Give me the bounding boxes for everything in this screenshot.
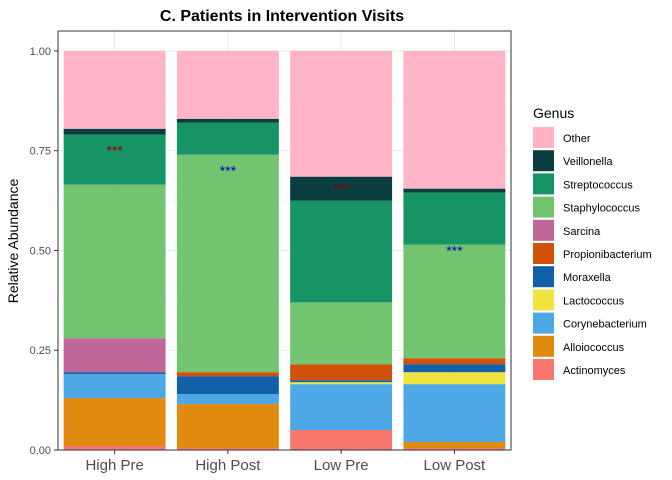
legend-item: Lactococcus: [533, 289, 625, 311]
legend-swatch: [533, 219, 554, 241]
bar-segment: [63, 446, 166, 450]
plot-border: [57, 30, 512, 451]
legend-label: Alloiococcus: [563, 342, 625, 354]
bar-segment: [403, 244, 506, 359]
legend-swatch: [533, 359, 554, 380]
bar-segment: [290, 384, 393, 431]
legend-swatch: [533, 150, 554, 172]
y-tick-label: 0.25: [30, 345, 51, 357]
bars: [63, 50, 506, 450]
legend-label: Lactococcus: [563, 295, 625, 307]
legend-item: Propionibacterium: [533, 243, 652, 264]
bar-segment: [290, 430, 393, 450]
bar-segment: [290, 364, 393, 381]
legend-item: Moraxella: [533, 266, 612, 288]
legend-item: Streptococcus: [533, 173, 633, 195]
y-tick-label: 1.00: [30, 46, 51, 58]
bar-stack: [290, 50, 393, 450]
legend-item: Staphylococcus: [533, 196, 641, 218]
legend-label: Streptococcus: [563, 179, 633, 191]
legend-swatch: [533, 312, 554, 334]
annotations: *** *** *** ***: [106, 143, 463, 259]
legend-swatch: [533, 127, 554, 148]
bar-stack: [176, 50, 279, 450]
chart-title: C. Patients in Intervention Visits: [160, 8, 404, 25]
bar-stack: [403, 50, 506, 450]
significance-annotation: ***: [446, 242, 463, 258]
significance-annotation: ***: [106, 143, 123, 159]
bar-segment: [290, 50, 393, 177]
y-tick-label: 0.50: [30, 245, 51, 257]
bar-segment: [290, 200, 393, 303]
legend: Genus Other Veillonella Streptococcus Staph…: [533, 105, 652, 380]
bar-segment: [403, 192, 506, 245]
legend-item: Other: [533, 127, 591, 148]
legend-label: Other: [563, 133, 591, 145]
bar-segment: [403, 358, 506, 365]
legend-swatch: [533, 243, 554, 264]
legend-label: Moraxella: [563, 272, 612, 284]
legend-swatch: [533, 266, 554, 288]
bar-segment: [403, 50, 506, 189]
bar-segment: [63, 374, 166, 399]
bar-segment: [176, 372, 279, 377]
bar-segment: [290, 382, 393, 385]
legend-swatch: [533, 196, 554, 218]
bar-segment: [176, 394, 279, 405]
bar-segment: [63, 338, 166, 373]
bar-segment: [290, 302, 393, 365]
legend-label: Propionibacterium: [563, 249, 652, 261]
bar-segment: [403, 188, 506, 193]
legend-label: Corynebacterium: [563, 319, 647, 331]
legend-item: Actinomyces: [533, 359, 626, 380]
legend-item: Corynebacterium: [533, 312, 647, 334]
bar-segment: [176, 376, 279, 395]
bar-segment: [176, 154, 279, 373]
bar-segment: [176, 118, 279, 123]
legend-swatch: [533, 335, 554, 357]
significance-annotation: ***: [333, 181, 350, 197]
legend-label: Veillonella: [563, 156, 613, 168]
legend-item: Alloiococcus: [533, 335, 625, 357]
bar-stack: [63, 50, 166, 450]
y-axis-label: Relative Abundance: [5, 179, 21, 304]
x-tick-label: Low Pre: [314, 457, 369, 474]
bar-segment: [176, 404, 279, 449]
x-tick-label: High Pre: [85, 457, 143, 474]
x-tick-label: High Post: [195, 457, 261, 474]
bar-segment: [290, 380, 393, 383]
bar-segment: [403, 448, 506, 450]
bar-segment: [63, 134, 166, 185]
y-tick-label: 0.00: [30, 445, 51, 457]
bar-segment: [403, 442, 506, 449]
legend-item: Veillonella: [533, 150, 613, 172]
bar-segment: [403, 364, 506, 373]
bar-segment: [176, 122, 279, 155]
bar-segment: [63, 398, 166, 447]
x-tick-label: Low Post: [424, 457, 487, 474]
bar-segment: [403, 372, 506, 385]
legend-swatch: [533, 173, 554, 195]
axes: 0.00 0.25 0.50 0.75 1.00 High Pre High Post Low…: [30, 30, 512, 474]
bar-segment: [176, 448, 279, 450]
bar-segment: [63, 50, 166, 129]
bar-segment: [290, 176, 393, 201]
significance-annotation: ***: [220, 163, 237, 179]
legend-label: Actinomyces: [563, 365, 626, 377]
legend-label: Staphylococcus: [563, 203, 641, 215]
legend-label: Sarcina: [563, 226, 601, 238]
bar-segment: [403, 384, 506, 443]
bar-segment: [63, 128, 166, 135]
bar-segment: [176, 50, 279, 119]
legend-item: Sarcina: [533, 219, 601, 241]
legend-swatch: [533, 289, 554, 311]
legend-title: Genus: [533, 105, 574, 121]
y-tick-label: 0.75: [30, 146, 51, 158]
bar-segment: [63, 184, 166, 339]
bar-segment: [63, 372, 166, 375]
